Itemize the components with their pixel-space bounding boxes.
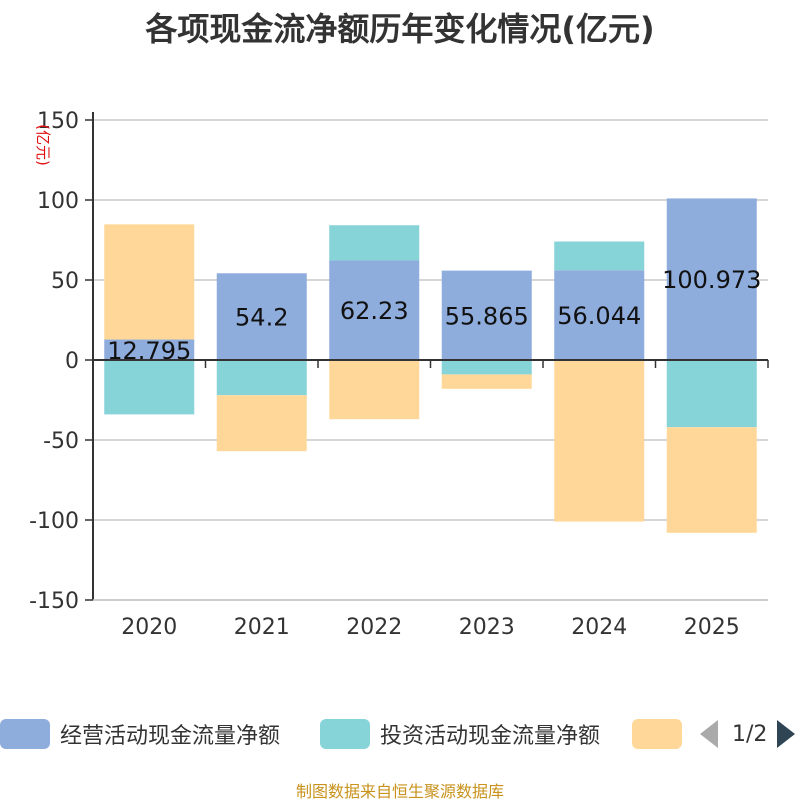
pager-prev-icon[interactable] xyxy=(700,720,718,748)
legend-label-operating: 经营活动现金流量净额 xyxy=(60,724,281,749)
y-tick-label: 150 xyxy=(37,109,79,134)
bar-segment-series-1 xyxy=(329,225,420,261)
x-tick-label: 2024 xyxy=(571,615,627,640)
y-tick-label: -50 xyxy=(43,429,79,454)
legend-swatch-financing xyxy=(632,719,682,749)
data-label: 62.23 xyxy=(340,297,409,325)
axis-layer: 150 100 50 0 -50 -100 -150 2020 2021 2022 2023 2024… xyxy=(29,109,769,640)
bar-segment-series-1 xyxy=(554,241,645,271)
data-label: 100.973 xyxy=(662,266,761,294)
data-label: 54.2 xyxy=(235,304,288,332)
chart-title: 各项现金流净额历年变化情况(亿元) xyxy=(145,10,655,48)
label-layer: 12.795 54.2 62.23 55.865 56.044 100.973 xyxy=(107,266,761,365)
legend-pager: 1/2 xyxy=(700,716,796,752)
y-tick-label: 100 xyxy=(37,189,79,214)
data-label: 56.044 xyxy=(557,302,641,330)
bar-segment-series-1 xyxy=(666,360,757,428)
bar-segment-series-2 xyxy=(666,427,757,533)
bar-segment-series-0 xyxy=(666,198,757,360)
legend-item-investing[interactable]: 投资活动现金流量净额 xyxy=(320,716,600,752)
x-tick-label: 2025 xyxy=(684,615,740,640)
bar-segment-series-2 xyxy=(104,224,195,340)
x-tick-label: 2021 xyxy=(234,615,290,640)
y-tick-label: 50 xyxy=(51,269,79,294)
data-label: 12.795 xyxy=(107,337,191,365)
source-footer: 制图数据来自恒生聚源数据库 xyxy=(295,782,504,801)
y-tick-label: -150 xyxy=(29,589,79,614)
bar-segment-series-2 xyxy=(554,360,645,522)
bar-segment-series-1 xyxy=(104,360,195,415)
pager-next-icon[interactable] xyxy=(777,720,796,748)
bar-segment-series-1 xyxy=(441,360,532,375)
bar-segment-series-2 xyxy=(441,374,532,389)
pager-page-text: 1/2 xyxy=(732,721,768,747)
bar-segment-series-0 xyxy=(554,270,645,360)
bar-segment-series-1 xyxy=(216,360,307,396)
x-tick-label: 2022 xyxy=(346,615,402,640)
legend: 经营活动现金流量净额 投资活动现金流量净额 1/2 xyxy=(0,716,800,752)
legend-item-financing[interactable] xyxy=(632,716,692,752)
y-tick-label: 0 xyxy=(65,349,79,374)
bar-segment-series-0 xyxy=(329,260,420,360)
legend-swatch-operating xyxy=(0,719,50,749)
x-tick-label: 2020 xyxy=(121,615,177,640)
legend-swatch-investing xyxy=(320,719,370,749)
x-tick-label: 2023 xyxy=(459,615,515,640)
bar-segment-series-0 xyxy=(104,339,195,360)
bar-segment-series-0 xyxy=(441,270,532,360)
legend-label-investing: 投资活动现金流量净额 xyxy=(380,724,601,749)
bar-segment-series-0 xyxy=(216,273,307,360)
bar-segment-series-2 xyxy=(216,395,307,452)
bar-segment-series-2 xyxy=(329,360,420,420)
data-label: 55.865 xyxy=(445,302,529,330)
legend-item-operating[interactable]: 经营活动现金流量净额 xyxy=(0,716,280,752)
bar-layer xyxy=(104,198,757,533)
y-unit-label: (亿元) xyxy=(34,124,52,166)
y-tick-label: -100 xyxy=(29,509,79,534)
